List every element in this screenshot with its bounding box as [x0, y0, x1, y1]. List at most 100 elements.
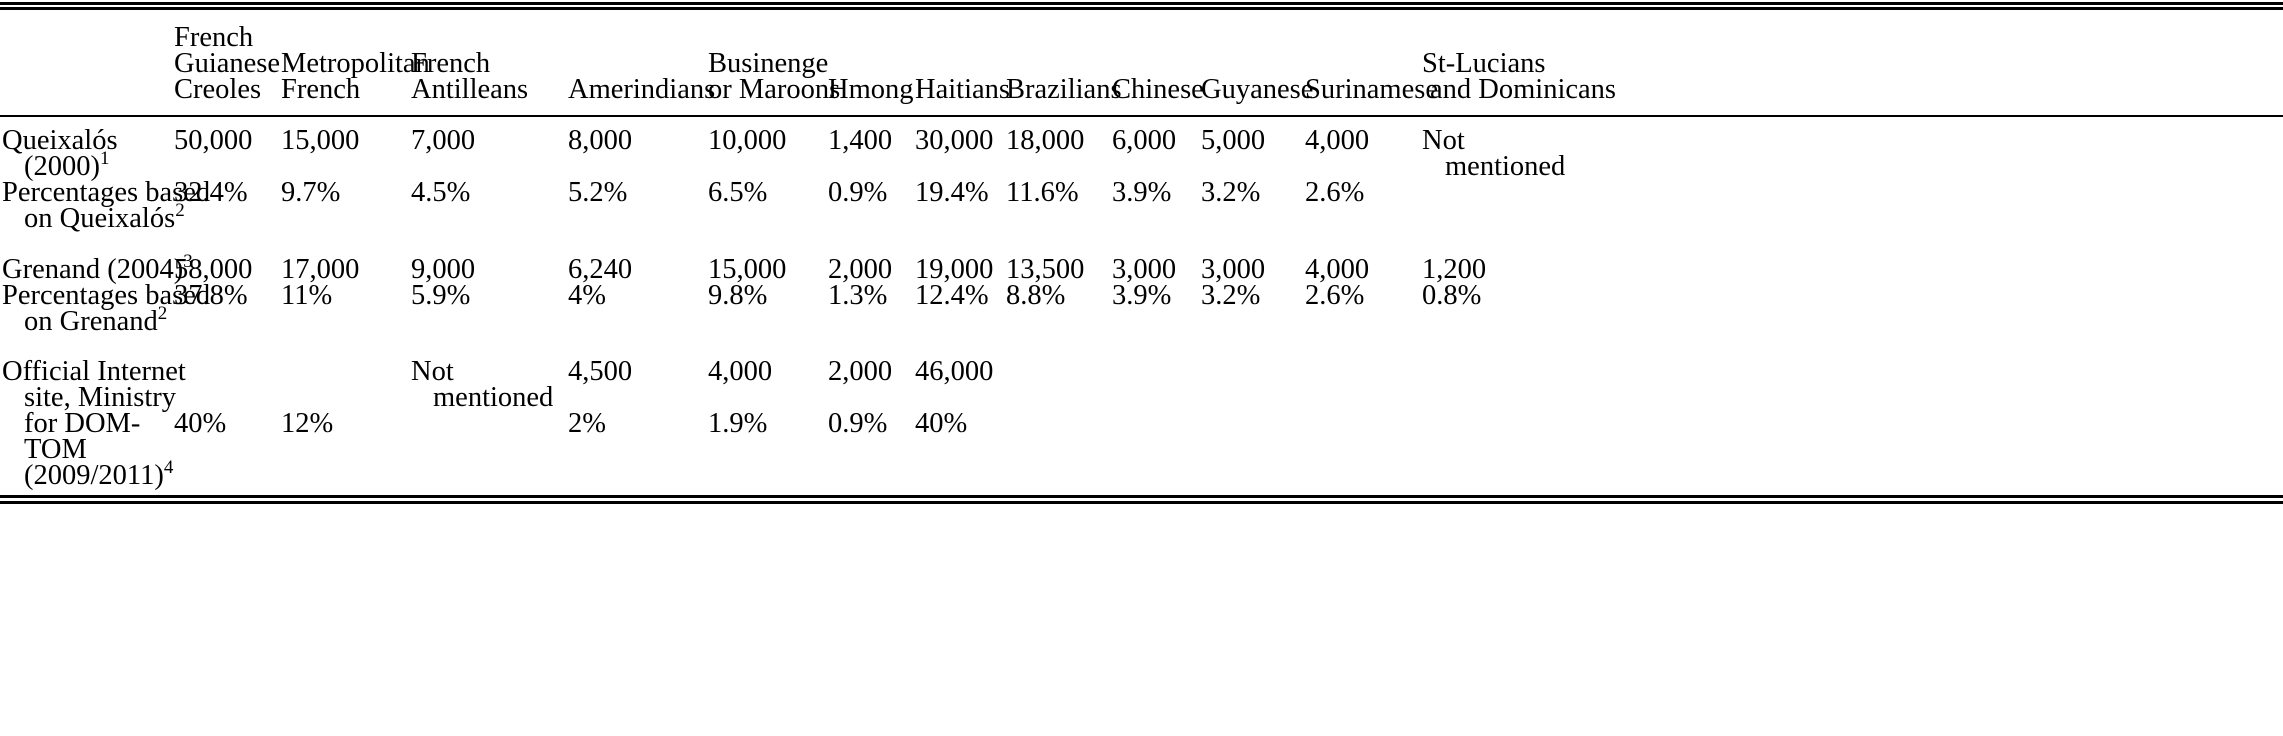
header-creoles-2: Guianese: [174, 48, 281, 79]
cell-queixalos-brazilians: 18,000: [1006, 125, 1085, 156]
row-label-grenand-text: Grenand (2004): [2, 254, 184, 285]
header-metro-1: Metropolitan: [281, 48, 430, 79]
header-guyanese: Guyanese: [1201, 74, 1314, 105]
cell-gpct-surinamese: 2.6%: [1305, 280, 1365, 311]
header-chinese: Chinese: [1112, 74, 1204, 105]
cell-gpct-guyanese: 3.2%: [1201, 280, 1261, 311]
cell-qpct-businenge: 6.5%: [708, 177, 768, 208]
cell-gpct-brazilians: 8.8%: [1006, 280, 1066, 311]
row-label-official-3: for DOM-: [24, 408, 141, 439]
header-antilleans-2: Antilleans: [411, 74, 529, 105]
header-stlucians-1: St-Lucians: [1422, 48, 1546, 79]
row-label-official-years: (2009/2011): [24, 460, 164, 491]
top-rule: [0, 2, 2283, 5]
header-creoles-1: French: [174, 22, 254, 53]
cell-grenand-brazilians: 13,500: [1006, 254, 1085, 285]
cell-queixalos-haitians: 30,000: [915, 125, 994, 156]
row-label-queixalos-pct-2: on Queixalós2: [24, 201, 185, 237]
cell-queixalos-stlucians-2: mentioned: [1445, 151, 1566, 182]
footnote-2b: 2: [157, 302, 168, 324]
cell-queixalos-amerindians: 8,000: [568, 125, 633, 156]
cell-official-hmong-count: 2,000: [828, 356, 893, 387]
cell-official-amerindians-pct: 2%: [568, 408, 606, 439]
row-label-queixalos-pct-text: on Queixalós: [24, 203, 176, 234]
cell-official-creoles-pct: 40%: [174, 408, 227, 439]
row-label-official-5: (2009/2011)4: [24, 458, 173, 494]
header-surinamese: Surinamese: [1305, 74, 1438, 105]
cell-grenand-hmong: 2,000: [828, 254, 893, 285]
row-label-queixalos-year: (2000): [24, 151, 100, 182]
cell-gpct-stlucians: 0.8%: [1422, 280, 1482, 311]
cell-grenand-haitians: 19,000: [915, 254, 994, 285]
cell-official-antilleans-1: Not: [411, 356, 454, 387]
cell-gpct-hmong: 1.3%: [828, 280, 888, 311]
cell-grenand-chinese: 3,000: [1112, 254, 1177, 285]
cell-grenand-amerindians: 6,240: [568, 254, 633, 285]
header-hmong: Hmong: [828, 74, 914, 105]
cell-grenand-stlucians: 1,200: [1422, 254, 1487, 285]
header-haitians: Haitians: [915, 74, 1010, 105]
row-label-grenand: Grenand (2004)3: [2, 252, 193, 288]
cell-qpct-haitians: 19.4%: [915, 177, 989, 208]
cell-grenand-metro: 17,000: [281, 254, 360, 285]
cell-grenand-creoles: 58,000: [174, 254, 253, 285]
cell-qpct-metro: 9.7%: [281, 177, 341, 208]
cell-official-haitians-pct: 40%: [915, 408, 968, 439]
row-label-queixalos-1: Queixalós: [2, 125, 118, 156]
row-label-queixalos-pct-1: Percentages based: [2, 177, 211, 208]
cell-official-amerindians-count: 4,500: [568, 356, 633, 387]
header-brazilians: Brazilians: [1006, 74, 1122, 105]
cell-queixalos-guyanese: 5,000: [1201, 125, 1266, 156]
cell-grenand-antilleans: 9,000: [411, 254, 476, 285]
cell-gpct-metro: 11%: [281, 280, 333, 311]
cell-grenand-businenge: 15,000: [708, 254, 787, 285]
cell-queixalos-creoles: 50,000: [174, 125, 253, 156]
header-metro-2: French: [281, 74, 361, 105]
cell-gpct-haitians: 12.4%: [915, 280, 989, 311]
cell-queixalos-chinese: 6,000: [1112, 125, 1177, 156]
cell-qpct-creoles: 32.4%: [174, 177, 248, 208]
footnote-4: 4: [163, 456, 174, 478]
cell-qpct-brazilians: 11.6%: [1006, 177, 1079, 208]
bottom-rule-inner: [0, 495, 2283, 498]
header-businenge-1: Businenge: [708, 48, 829, 79]
cell-qpct-surinamese: 2.6%: [1305, 177, 1365, 208]
header-rule: [0, 115, 2283, 117]
cell-gpct-chinese: 3.9%: [1112, 280, 1172, 311]
cell-official-haitians-count: 46,000: [915, 356, 994, 387]
cell-gpct-amerindians: 4%: [568, 280, 606, 311]
row-label-grenand-pct-text: on Grenand: [24, 306, 158, 337]
bottom-rule: [0, 501, 2283, 504]
footnote-3: 3: [183, 250, 193, 272]
cell-grenand-surinamese: 4,000: [1305, 254, 1370, 285]
top-rule-inner: [0, 7, 2283, 10]
footnote-2: 2: [175, 199, 185, 221]
cell-qpct-guyanese: 3.2%: [1201, 177, 1261, 208]
cell-official-businenge-pct: 1.9%: [708, 408, 768, 439]
cell-qpct-hmong: 0.9%: [828, 177, 888, 208]
row-label-queixalos-2: (2000)1: [24, 149, 109, 185]
cell-official-hmong-pct: 0.9%: [828, 408, 888, 439]
cell-qpct-amerindians: 5.2%: [568, 177, 628, 208]
cell-queixalos-stlucians-1: Not: [1422, 125, 1465, 156]
cell-gpct-antilleans: 5.9%: [411, 280, 471, 311]
cell-queixalos-metro: 15,000: [281, 125, 360, 156]
row-label-official-2: site, Ministry: [24, 382, 177, 413]
header-businenge-2: or Maroons: [708, 74, 841, 105]
cell-qpct-chinese: 3.9%: [1112, 177, 1172, 208]
cell-queixalos-surinamese: 4,000: [1305, 125, 1370, 156]
cell-grenand-guyanese: 3,000: [1201, 254, 1266, 285]
cell-official-businenge-count: 4,000: [708, 356, 773, 387]
header-creoles-3: Creoles: [174, 74, 262, 105]
cell-queixalos-antilleans: 7,000: [411, 125, 476, 156]
cell-official-metro-pct: 12%: [281, 408, 334, 439]
row-label-official-4: TOM: [24, 434, 87, 465]
header-amerindians: Amerindians: [568, 74, 716, 105]
cell-gpct-businenge: 9.8%: [708, 280, 768, 311]
cell-gpct-creoles: 37.8%: [174, 280, 248, 311]
row-label-grenand-pct-2: on Grenand2: [24, 304, 167, 340]
header-stlucians-2: and Dominicans: [1430, 74, 1617, 105]
row-label-official-1: Official Internet: [2, 356, 186, 387]
cell-queixalos-businenge: 10,000: [708, 125, 787, 156]
row-label-grenand-pct-1: Percentages based: [2, 280, 211, 311]
